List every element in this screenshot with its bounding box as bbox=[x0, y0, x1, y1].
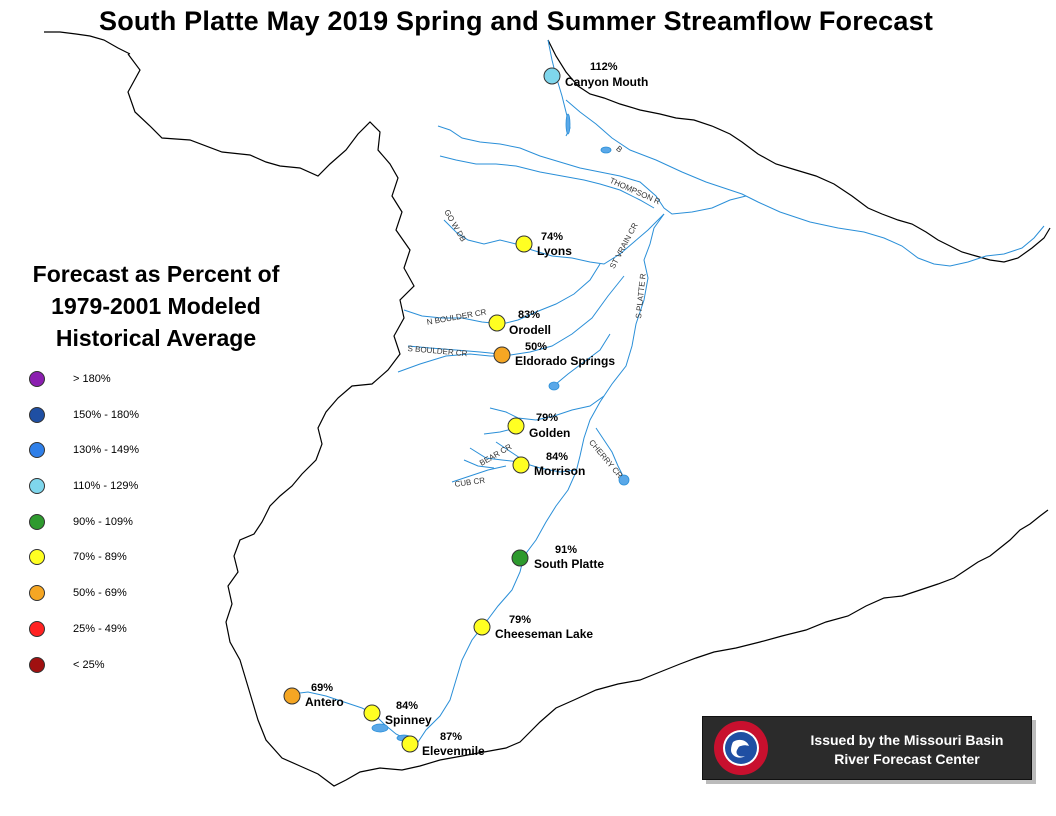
legend-swatch bbox=[29, 371, 45, 387]
station-name: Elevenmile bbox=[422, 744, 485, 758]
legend-swatch bbox=[29, 513, 45, 530]
issued-by-text: Issued by the Missouri Basin River Forec… bbox=[787, 731, 1027, 769]
station-name: South Platte bbox=[534, 557, 605, 571]
south-platte-river bbox=[411, 213, 665, 749]
st-vrain-creek bbox=[443, 213, 665, 265]
lake-shape bbox=[371, 723, 389, 733]
station-dots bbox=[283, 67, 561, 753]
station-name: Cheeseman Lake bbox=[495, 627, 594, 641]
station-percent: 84% bbox=[546, 451, 569, 463]
south-boulder-branch bbox=[407, 345, 501, 355]
station-name: Canyon Mouth bbox=[565, 75, 649, 89]
station-name: Morrison bbox=[534, 464, 586, 478]
station-percent: 87% bbox=[440, 731, 463, 743]
legend-label: > 180% bbox=[73, 373, 111, 385]
legend-swatch bbox=[29, 549, 45, 566]
southwest-boundary bbox=[44, 31, 131, 55]
station-percent: 50% bbox=[525, 341, 548, 353]
legend-label: 110% - 129% bbox=[73, 480, 139, 493]
legend-swatch bbox=[29, 478, 45, 495]
legend-title-line: Forecast as Percent of bbox=[32, 261, 280, 287]
legend-title-line: 1979-2001 Modeled bbox=[51, 293, 261, 319]
station-name: Lyons bbox=[537, 244, 572, 258]
legend-swatch bbox=[29, 656, 45, 673]
station-marker[interactable] bbox=[511, 549, 529, 567]
basin-boundary bbox=[127, 53, 1049, 787]
legend-swatch bbox=[29, 406, 45, 423]
station-marker[interactable] bbox=[493, 346, 511, 364]
legend-label: 70% - 89% bbox=[73, 551, 127, 564]
legend-label: < 25% bbox=[73, 658, 105, 671]
thompson-river bbox=[437, 125, 747, 215]
station-marker[interactable] bbox=[515, 235, 533, 253]
station-name: Eldorado Springs bbox=[515, 354, 616, 368]
station-marker[interactable] bbox=[507, 417, 525, 435]
station-marker[interactable] bbox=[473, 618, 491, 636]
issued-line-2: River Forecast Center bbox=[834, 751, 980, 767]
station-percent: 74% bbox=[541, 231, 564, 243]
station-percent: 83% bbox=[518, 309, 541, 321]
station-name: Orodell bbox=[509, 323, 552, 337]
station-percent: 112% bbox=[590, 61, 618, 73]
boulder-creek bbox=[403, 263, 601, 325]
station-marker[interactable] bbox=[512, 456, 530, 474]
eldorado-reservoir-link bbox=[555, 333, 611, 385]
station-percent: 91% bbox=[555, 544, 578, 556]
legend-label: 150% - 180% bbox=[73, 408, 140, 421]
cherry-creek bbox=[595, 427, 625, 479]
station-name: Golden bbox=[529, 426, 571, 440]
issued-by-box: Issued by the Missouri Basin River Forec… bbox=[702, 716, 1032, 780]
lake-shape bbox=[600, 146, 612, 154]
river-network bbox=[291, 39, 1045, 749]
cache-la-poudre-river bbox=[547, 39, 1045, 267]
station-percent: 69% bbox=[311, 682, 334, 694]
northern-boundary bbox=[547, 39, 1051, 263]
lake-shape bbox=[618, 474, 630, 486]
legend-swatch bbox=[29, 442, 45, 459]
map-title: South Platte May 2019 Spring and Summer … bbox=[98, 6, 934, 36]
station-marker[interactable] bbox=[283, 687, 301, 705]
legend-label: 50% - 69% bbox=[73, 587, 127, 600]
legend-swatch bbox=[29, 585, 45, 602]
station-marker[interactable] bbox=[543, 67, 561, 85]
issued-line-1: Issued by the Missouri Basin bbox=[810, 732, 1004, 748]
legend-title-line: Historical Average bbox=[55, 325, 257, 351]
station-name: Spinney bbox=[385, 713, 432, 727]
station-marker[interactable] bbox=[401, 735, 419, 753]
lake-shape bbox=[548, 381, 560, 391]
legend-label: 130% - 149% bbox=[73, 444, 140, 457]
legend-swatch bbox=[29, 620, 45, 637]
south-boulder-creek bbox=[397, 275, 625, 373]
station-name: Antero bbox=[305, 695, 344, 709]
lake-shape bbox=[565, 113, 571, 135]
station-marker[interactable] bbox=[488, 314, 506, 332]
legend-label: 90% - 109% bbox=[73, 515, 133, 528]
legend-label: 25% - 49% bbox=[73, 622, 127, 635]
station-percent: 79% bbox=[536, 412, 559, 424]
nws-logo-icon bbox=[714, 721, 768, 775]
lakes bbox=[371, 113, 630, 742]
station-marker[interactable] bbox=[363, 704, 381, 722]
legend-title: Forecast as Percent of 1979-2001 Modeled… bbox=[6, 258, 306, 354]
station-percent: 79% bbox=[509, 614, 532, 626]
station-percent: 84% bbox=[396, 700, 419, 712]
